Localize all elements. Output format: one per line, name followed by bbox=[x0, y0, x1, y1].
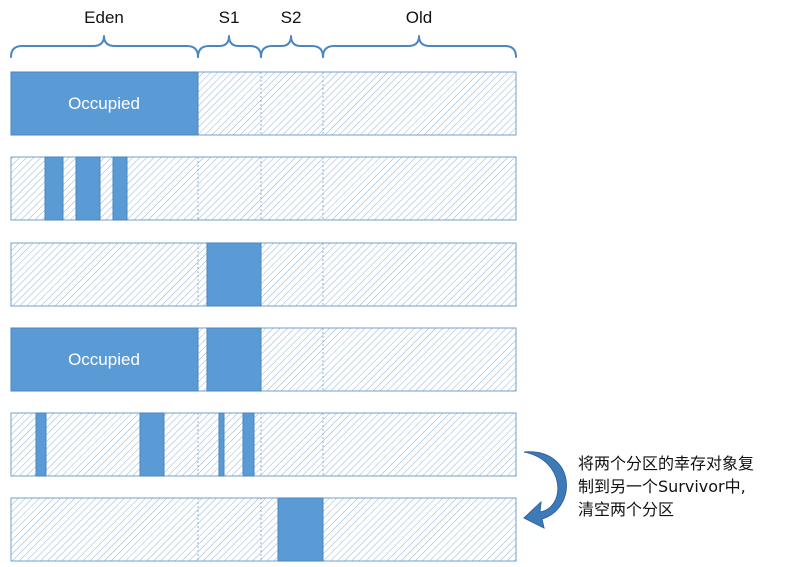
occupied-block bbox=[10, 327, 199, 392]
note-line-2: 制到另一个Survivor中, bbox=[578, 477, 746, 496]
s2-brace bbox=[260, 35, 324, 58]
occupied-block bbox=[112, 156, 128, 221]
row-background bbox=[10, 412, 517, 477]
s1-label: S1 bbox=[218, 8, 240, 27]
occupied-block bbox=[75, 156, 101, 221]
occupied-block bbox=[206, 327, 262, 392]
row-background bbox=[10, 497, 517, 562]
s1-brace bbox=[197, 35, 262, 58]
occupied-block bbox=[44, 156, 64, 221]
region-braces bbox=[10, 35, 517, 58]
note-line-1: 将两个分区的幸存对象复 bbox=[578, 454, 755, 473]
old-label: Old bbox=[405, 8, 433, 27]
eden-label: Eden bbox=[84, 8, 124, 27]
occupied-block bbox=[35, 412, 47, 477]
memory-row bbox=[10, 242, 517, 307]
occupied-block bbox=[218, 412, 225, 477]
memory-row bbox=[10, 412, 517, 477]
memory-row bbox=[10, 156, 517, 221]
eden-brace bbox=[10, 35, 199, 58]
row4-occupied-label: Occupied bbox=[68, 350, 140, 369]
occupied-block bbox=[206, 242, 262, 307]
s2-label: S2 bbox=[280, 8, 302, 27]
memory-row bbox=[10, 497, 517, 562]
occupied-block bbox=[10, 71, 199, 136]
occupied-block bbox=[242, 412, 255, 477]
copy-arrow-icon bbox=[523, 451, 567, 529]
row1-occupied-label: Occupied bbox=[68, 94, 140, 113]
memory-rows bbox=[10, 71, 517, 562]
row-background bbox=[10, 242, 517, 307]
copy-note: 将两个分区的幸存对象复 制到另一个Survivor中, 清空两个分区 bbox=[578, 452, 796, 521]
occupied-block bbox=[139, 412, 165, 477]
old-brace bbox=[322, 35, 517, 58]
memory-row bbox=[10, 71, 517, 136]
note-line-3: 清空两个分区 bbox=[578, 500, 675, 519]
memory-row bbox=[10, 327, 517, 392]
occupied-block bbox=[277, 497, 324, 562]
